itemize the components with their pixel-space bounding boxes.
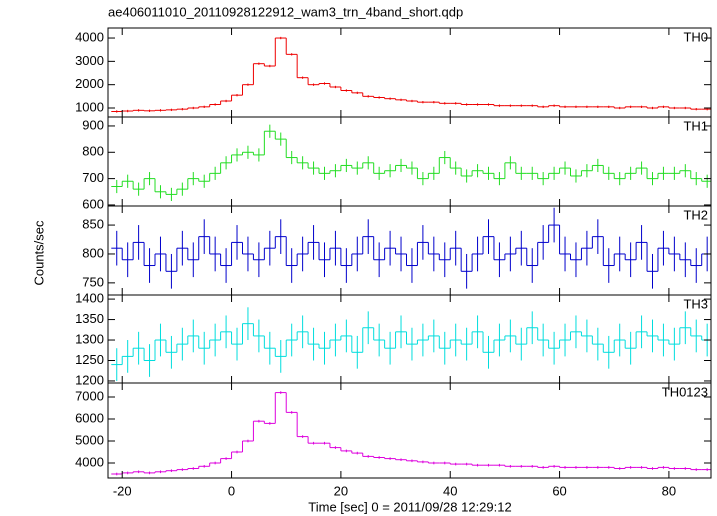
y-tick-label: 1200: [75, 372, 104, 387]
panel-label: TH3: [683, 296, 708, 311]
y-tick-label: 1400: [75, 291, 104, 306]
chart-title: ae406011010_20110928122912_wam3_trn_4ban…: [108, 4, 463, 19]
x-axis-label: Time [sec] 0 = 2011/09/28 12:29:12: [308, 499, 511, 514]
x-tick-label: 0: [228, 483, 235, 498]
y-tick-label: 3000: [75, 53, 104, 68]
y-tick-label: 800: [82, 144, 104, 159]
y-tick-label: 5000: [75, 432, 104, 447]
y-tick-label: 1000: [75, 99, 104, 114]
x-tick-label: 60: [552, 483, 566, 498]
x-tick-label: 20: [334, 483, 348, 498]
y-tick-label: 800: [82, 245, 104, 260]
y-tick-label: 900: [82, 117, 104, 132]
panel-frame: [107, 382, 712, 479]
y-tick-label: 4000: [75, 454, 104, 469]
y-tick-label: 2000: [75, 76, 104, 91]
y-tick-label: 750: [82, 274, 104, 289]
panel-frame: [107, 27, 712, 118]
x-tick-label: 80: [662, 483, 676, 498]
x-tick-label: -20: [113, 483, 132, 498]
y-tick-label: 4000: [75, 29, 104, 44]
y-tick-label: 600: [82, 196, 104, 211]
panel-label: TH2: [683, 207, 708, 222]
y-tick-label: 1300: [75, 331, 104, 346]
panel-frame: [107, 116, 712, 207]
x-tick-label: 40: [443, 483, 457, 498]
y-axis-label: Counts/sec: [31, 220, 46, 286]
y-tick-label: 6000: [75, 410, 104, 425]
y-tick-label: 1350: [75, 311, 104, 326]
panel-label: TH1: [683, 118, 708, 133]
y-tick-label: 1250: [75, 352, 104, 367]
y-tick-label: 7000: [75, 388, 104, 403]
y-tick-label: 850: [82, 217, 104, 232]
panel-label: TH0123: [662, 384, 708, 399]
panel-label: TH0: [683, 29, 708, 44]
y-tick-label: 700: [82, 170, 104, 185]
